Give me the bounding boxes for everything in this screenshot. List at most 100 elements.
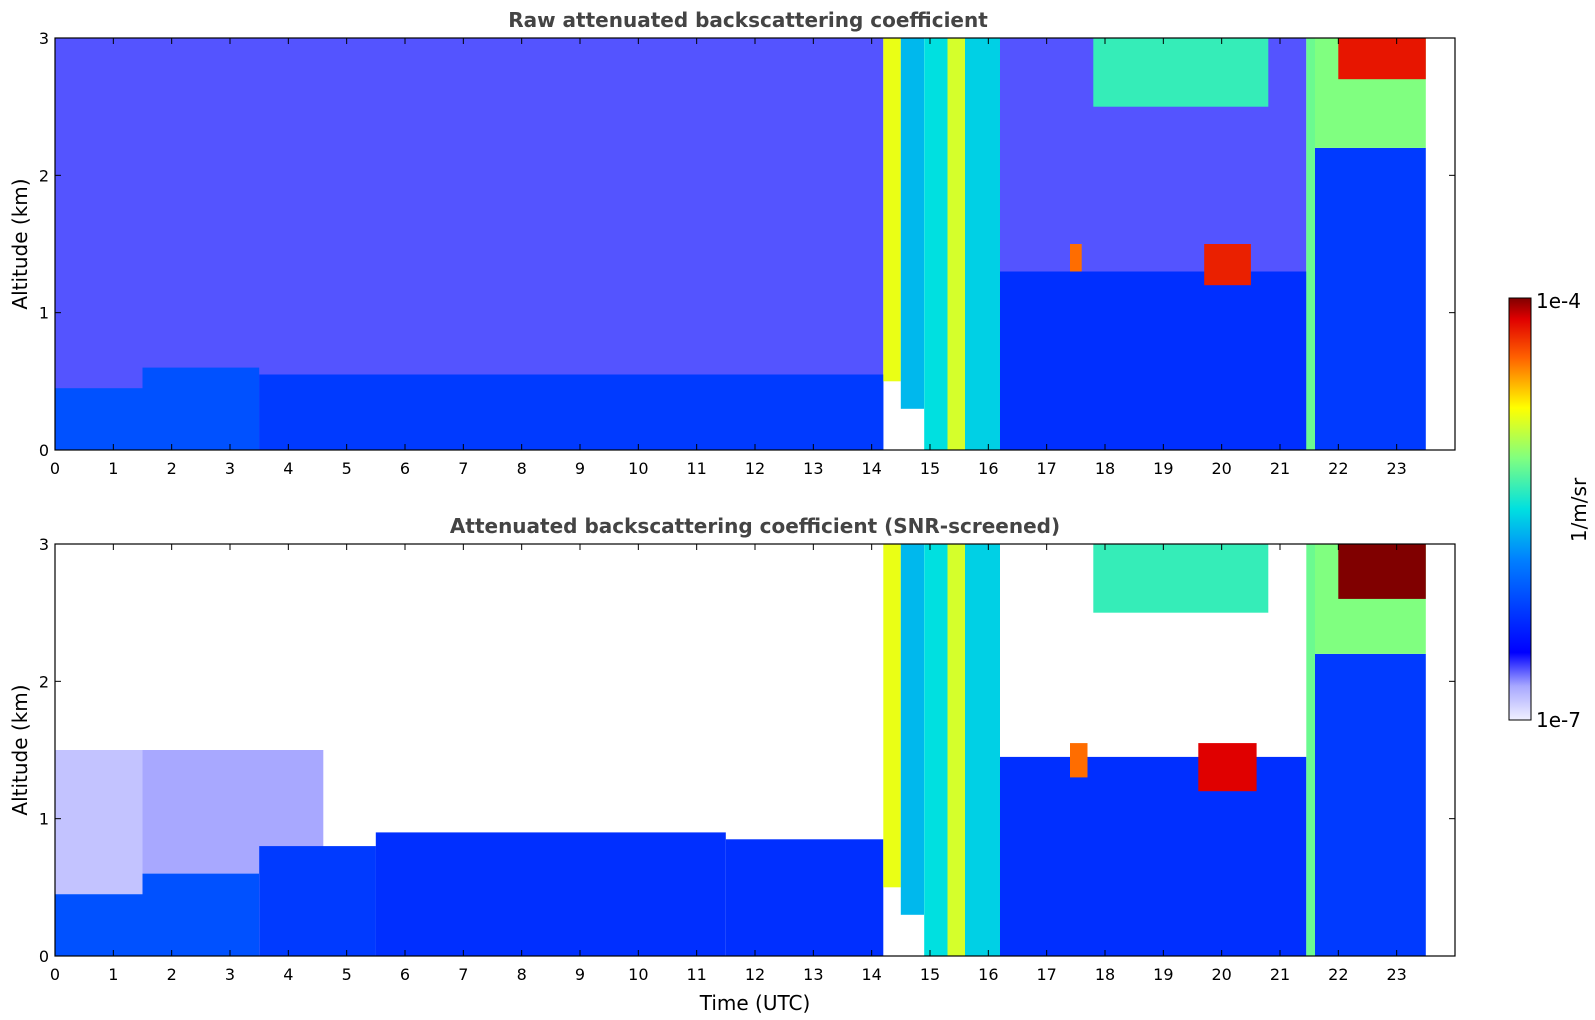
backscatter-cell	[142, 367, 260, 450]
backscatter-cell	[900, 544, 925, 915]
backscatter-cell	[259, 374, 884, 450]
y-tick-label: 2	[39, 672, 49, 691]
backscatter-cell	[1070, 743, 1088, 778]
x-tick-label: 6	[400, 459, 410, 478]
x-tick-label: 5	[342, 965, 352, 984]
heatmap-area	[55, 544, 1426, 956]
colorbar-max-label: 1e-4	[1536, 289, 1581, 313]
backscatter-cell	[1093, 544, 1269, 613]
x-tick-label: 20	[1211, 459, 1231, 478]
x-tick-label: 12	[745, 965, 765, 984]
x-tick-label: 14	[861, 965, 881, 984]
x-tick-label: 20	[1211, 965, 1231, 984]
x-tick-label: 10	[628, 965, 648, 984]
x-tick-label: 8	[517, 459, 527, 478]
x-axis-ticks: 0 1 2 3 4 5 6 7 8 9 10 11 12 13 14 15 16 17 18 19 20 21 22 23	[50, 38, 1407, 478]
x-tick-label: 9	[575, 459, 585, 478]
backscatter-cell	[883, 38, 901, 382]
y-axis-label: Altitude (km)	[8, 178, 32, 309]
backscatter-cell	[1198, 743, 1257, 792]
backscatter-cell	[947, 544, 965, 956]
x-tick-label: 1	[108, 459, 118, 478]
x-axis-ticks: 0 1 2 3 4 5 6 7 8 9 10 11 12 13 14 15 16 17 18 19 20 21 22 23	[50, 544, 1407, 984]
y-tick-label: 0	[39, 947, 49, 966]
backscatter-cell	[1338, 38, 1426, 80]
backscatter-cell	[1000, 756, 1307, 956]
x-tick-label: 0	[50, 965, 60, 984]
x-tick-label: 18	[1095, 459, 1115, 478]
backscatter-cell	[1315, 147, 1426, 450]
backscatter-cell	[1315, 653, 1426, 956]
backscatter-cell	[725, 839, 884, 956]
x-axis-label: Time (UTC)	[699, 991, 811, 1015]
backscatter-cell	[375, 832, 726, 956]
panel-title: Raw attenuated backscattering coefficien…	[508, 8, 988, 32]
backscatter-cell	[883, 544, 901, 888]
y-tick-label: 3	[39, 535, 49, 554]
x-tick-label: 18	[1095, 965, 1115, 984]
x-tick-label: 12	[745, 459, 765, 478]
x-tick-label: 23	[1386, 459, 1406, 478]
y-tick-label: 1	[39, 810, 49, 829]
y-tick-label: 0	[39, 441, 49, 460]
x-tick-label: 4	[283, 965, 293, 984]
backscatter-cell	[1338, 544, 1426, 599]
x-tick-label: 15	[920, 965, 940, 984]
y-axis-label: Altitude (km)	[8, 684, 32, 815]
backscatter-cell	[1204, 244, 1251, 286]
x-tick-label: 0	[50, 459, 60, 478]
backscatter-cell	[1306, 544, 1316, 956]
y-axis-ticks: 0 1 2 3	[39, 535, 1455, 966]
backscatter-cell	[924, 38, 948, 450]
panel-title: Attenuated backscattering coefficient (S…	[450, 514, 1060, 538]
heatmap-area	[55, 38, 1426, 450]
x-tick-label: 23	[1386, 965, 1406, 984]
backscatter-cell	[142, 873, 260, 956]
backscatter-cell	[1093, 38, 1269, 107]
x-tick-label: 7	[458, 459, 468, 478]
x-tick-label: 21	[1270, 459, 1290, 478]
x-tick-label: 8	[517, 965, 527, 984]
colorbar-gradient	[1508, 297, 1532, 721]
x-tick-label: 3	[225, 459, 235, 478]
x-tick-label: 11	[686, 965, 706, 984]
x-tick-label: 1	[108, 965, 118, 984]
raw-backscatter-panel: Raw attenuated backscattering coefficien…	[8, 8, 1456, 478]
colorbar-unit-label: 1/m/sr	[1567, 477, 1591, 542]
backscatter-cell	[55, 894, 143, 956]
x-tick-label: 5	[342, 459, 352, 478]
y-tick-label: 2	[39, 166, 49, 185]
x-tick-label: 6	[400, 965, 410, 984]
colorbar: 1e-4 1e-7 1/m/sr	[1508, 289, 1591, 732]
backscatter-cell	[55, 388, 143, 450]
x-tick-label: 2	[167, 965, 177, 984]
x-tick-label: 17	[1036, 965, 1056, 984]
x-tick-label: 10	[628, 459, 648, 478]
x-tick-label: 16	[978, 965, 998, 984]
x-tick-label: 15	[920, 459, 940, 478]
backscatter-cell	[55, 750, 143, 895]
colorbar-min-label: 1e-7	[1536, 708, 1581, 732]
x-tick-label: 3	[225, 965, 235, 984]
x-tick-label: 21	[1270, 965, 1290, 984]
x-tick-label: 4	[283, 459, 293, 478]
backscatter-cell	[947, 38, 965, 450]
x-tick-label: 11	[686, 459, 706, 478]
snr-screened-panel: Attenuated backscattering coefficient (S…	[8, 514, 1456, 1015]
backscatter-cell	[965, 544, 1000, 956]
x-tick-label: 14	[861, 459, 881, 478]
backscatter-cell	[259, 846, 376, 956]
x-tick-label: 22	[1328, 965, 1348, 984]
x-tick-label: 19	[1153, 459, 1173, 478]
backscatter-cell	[924, 544, 948, 956]
x-tick-label: 17	[1036, 459, 1056, 478]
backscatter-cell	[900, 38, 925, 409]
x-tick-label: 13	[803, 965, 823, 984]
x-tick-label: 16	[978, 459, 998, 478]
x-tick-label: 22	[1328, 459, 1348, 478]
backscatter-cell	[1000, 271, 1307, 450]
y-tick-label: 3	[39, 29, 49, 48]
backscatter-cell	[1306, 38, 1316, 450]
y-axis-ticks: 0 1 2 3	[39, 29, 1455, 460]
